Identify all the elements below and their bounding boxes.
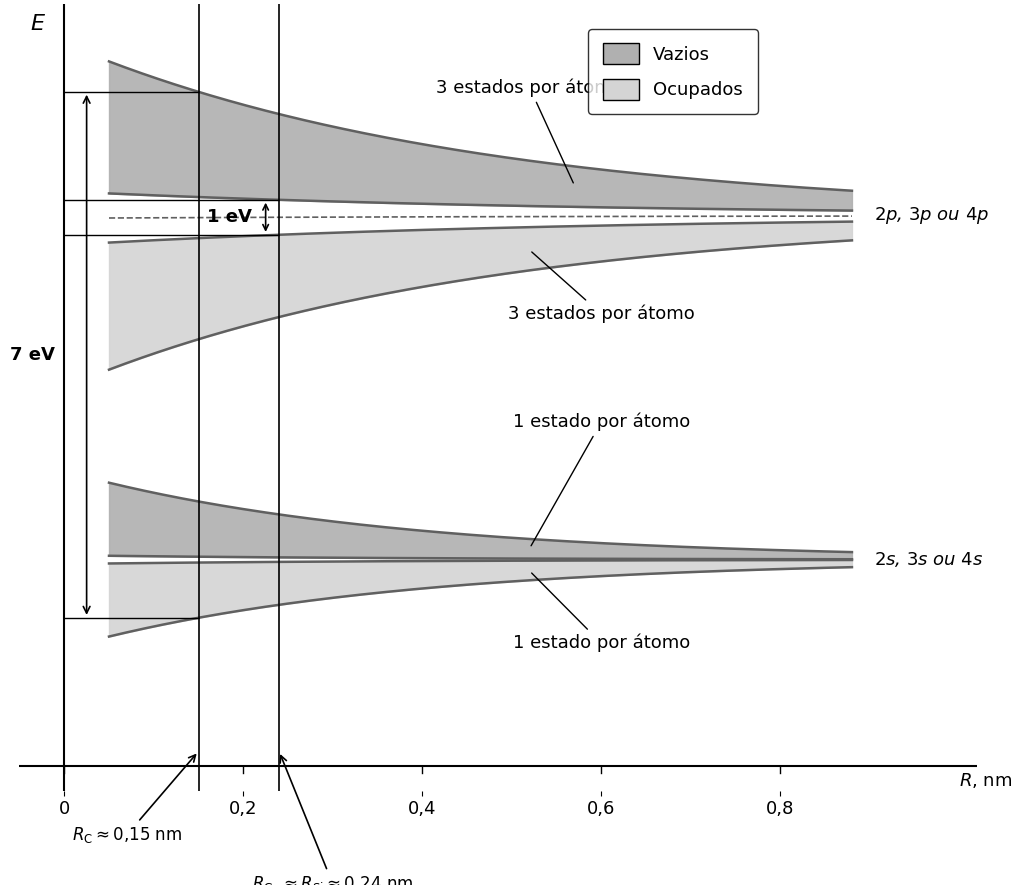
Text: 1 estado por átomo: 1 estado por átomo [513, 412, 689, 546]
Text: $2s$, $3s$ ou $4s$: $2s$, $3s$ ou $4s$ [873, 550, 982, 569]
Text: 3 estados por átomo: 3 estados por átomo [436, 79, 623, 183]
Text: $E$: $E$ [31, 14, 46, 34]
Legend: Vazios, Ocupados: Vazios, Ocupados [588, 29, 757, 114]
Text: 1 eV: 1 eV [207, 208, 252, 227]
Text: $2p$, $3p$ ou $4p$: $2p$, $3p$ ou $4p$ [873, 205, 988, 226]
Text: 1 estado por átomo: 1 estado por átomo [513, 573, 689, 652]
Text: $R$, nm: $R$, nm [959, 771, 1012, 790]
Text: $R_{\mathrm{Ge}} \approx R_{\mathrm{Si}} \approx 0{,}24\ \mathrm{nm}$: $R_{\mathrm{Ge}} \approx R_{\mathrm{Si}}… [252, 756, 413, 885]
Text: 7 eV: 7 eV [10, 346, 55, 364]
Text: 3 estados por átomo: 3 estados por átomo [507, 252, 694, 323]
Text: $R_{\mathrm{C}} \approx 0{,}15\ \mathrm{nm}$: $R_{\mathrm{C}} \approx 0{,}15\ \mathrm{… [71, 755, 196, 845]
